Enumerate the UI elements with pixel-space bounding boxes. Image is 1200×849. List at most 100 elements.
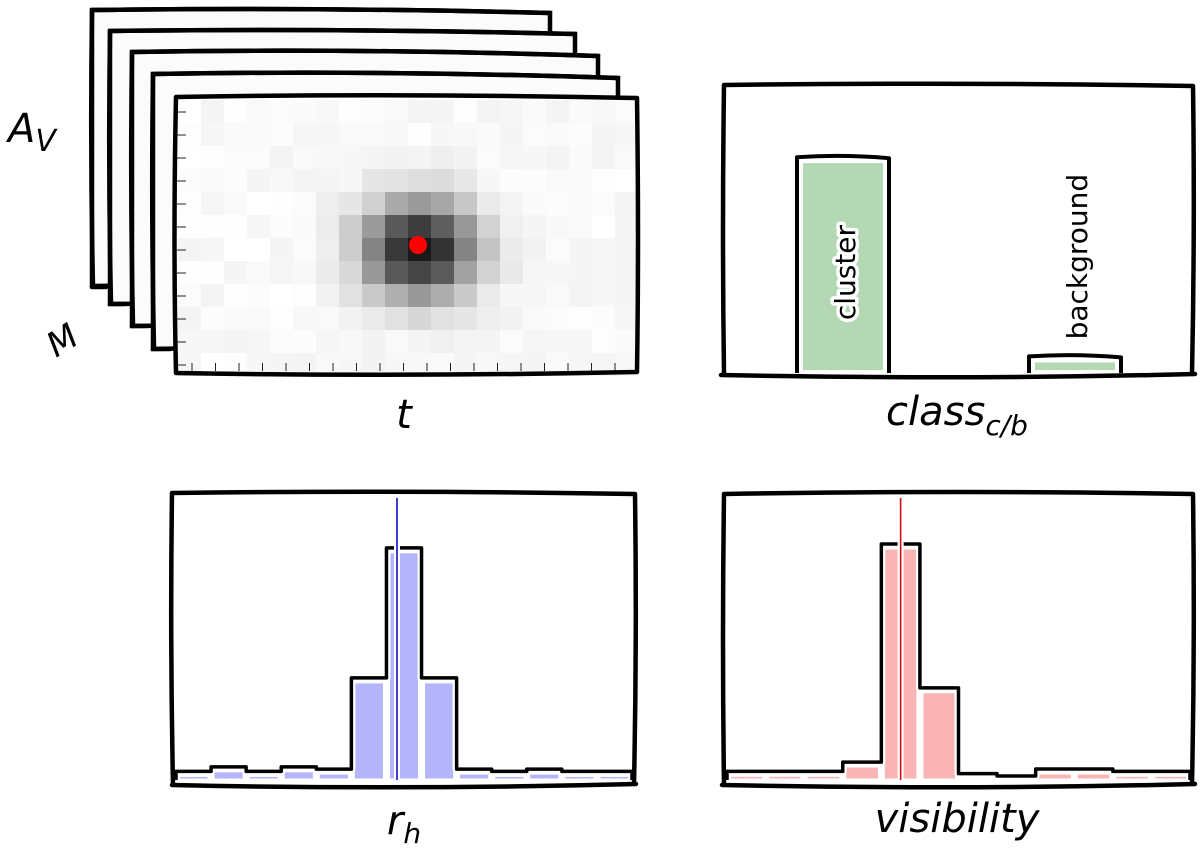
hist-outline — [725, 542, 1192, 780]
heatmap-cell — [408, 284, 431, 307]
class-bar-outline — [795, 153, 891, 373]
heatmap-cell — [316, 330, 339, 353]
class-bar-label: cluster — [829, 224, 862, 320]
heatmap-cell — [408, 353, 431, 376]
heatmap-cell — [592, 284, 615, 307]
heatmap-cell — [408, 330, 431, 353]
heatmap-cell — [477, 330, 500, 353]
heatmap-cell — [224, 123, 247, 146]
hist-bar — [1036, 771, 1074, 782]
heatmap-cell — [477, 123, 500, 146]
heatmap-cell — [293, 146, 316, 169]
heatmap-cell — [178, 238, 201, 261]
heatmap-cell — [569, 100, 592, 123]
heatmap-cell — [316, 284, 339, 307]
heatmap-cell — [293, 261, 316, 284]
heatmap-cell — [592, 146, 615, 169]
heatmap-cell — [431, 261, 454, 284]
heatmap-cell — [178, 100, 201, 123]
heatmap-cell — [592, 215, 615, 238]
heatmap-cell — [500, 123, 523, 146]
heatmap-cell — [500, 169, 523, 192]
heatmap-cell — [224, 215, 247, 238]
hist-bar — [246, 773, 281, 782]
heatmap-cell — [316, 146, 339, 169]
hist-bar — [351, 680, 386, 782]
heatmap-cell — [362, 238, 385, 261]
class-bar-label: background — [1061, 174, 1094, 340]
heatmap-cell — [454, 169, 477, 192]
hist-bar — [727, 773, 766, 782]
visibility-axis-label: visibility — [875, 796, 1041, 842]
heatmap-cell — [546, 307, 569, 330]
heatmap-cell — [385, 353, 408, 376]
heatmap-cell — [270, 100, 293, 123]
heatmap-cell — [615, 123, 638, 146]
heatmap-cell — [362, 123, 385, 146]
hist-bar — [176, 773, 211, 782]
heatmap-cell — [339, 238, 362, 261]
hist-bar — [457, 771, 492, 782]
heatmap-cell — [408, 307, 431, 330]
heatmap-cell — [270, 146, 293, 169]
heatmap-cell — [615, 307, 638, 330]
hist-bar — [422, 680, 457, 782]
heatmap-cell — [316, 169, 339, 192]
heatmap-cell — [408, 100, 431, 123]
heatmap-cell — [293, 238, 316, 261]
heatmap-cell — [569, 215, 592, 238]
heatmap-cell — [592, 192, 615, 215]
heatmap-cell — [500, 307, 523, 330]
rh-axis-label: rh — [387, 798, 421, 849]
heatmap-cell — [224, 238, 247, 261]
heatmap-cell — [592, 123, 615, 146]
heatmap-cell — [385, 261, 408, 284]
heatmap-cell — [270, 238, 293, 261]
heatmap-cell — [247, 353, 270, 376]
cube-x-label: t — [396, 392, 413, 438]
heatmap-cell — [431, 353, 454, 376]
heatmap-cell — [385, 284, 408, 307]
heatmap-cell — [201, 169, 224, 192]
heatmap-cell — [477, 146, 500, 169]
heatmap-cell — [454, 192, 477, 215]
heatmap-cell — [523, 146, 546, 169]
heatmap-cell — [178, 330, 201, 353]
heatmap-cell — [247, 123, 270, 146]
heatmap-cell — [385, 169, 408, 192]
heatmap-cell — [385, 123, 408, 146]
heatmap-cell — [270, 215, 293, 238]
heatmap-cell — [339, 146, 362, 169]
heatmap-cell — [178, 261, 201, 284]
heatmap-cell — [408, 261, 431, 284]
heatmap-cell — [362, 284, 385, 307]
heatmap-cell — [546, 192, 569, 215]
heatmap-cell — [477, 238, 500, 261]
heatmap-cell — [247, 330, 270, 353]
heatmap-cell — [339, 284, 362, 307]
hist-bar — [562, 773, 597, 782]
heatmap-cell — [178, 215, 201, 238]
heatmap-cell — [362, 192, 385, 215]
heatmap-cell — [500, 238, 523, 261]
heatmap-cell — [431, 215, 454, 238]
heatmap-cell — [316, 100, 339, 123]
class-axis-label: classc/b — [886, 389, 1028, 442]
heatmap-cell — [201, 261, 224, 284]
heatmap-cell — [293, 284, 316, 307]
heatmap-cell — [592, 330, 615, 353]
hist-bar — [527, 771, 562, 782]
hist-bar — [804, 773, 843, 782]
heatmap-cell — [431, 307, 454, 330]
heatmap-cell — [270, 330, 293, 353]
hist-bar — [766, 773, 804, 782]
heatmap-cell — [477, 215, 500, 238]
heatmap-cell — [270, 284, 293, 307]
heatmap-cell — [546, 238, 569, 261]
heatmap-cell — [178, 146, 201, 169]
heatmap-cell — [523, 284, 546, 307]
heatmap-cell — [201, 353, 224, 376]
image-stack — [88, 6, 641, 378]
heatmap-cell — [339, 192, 362, 215]
